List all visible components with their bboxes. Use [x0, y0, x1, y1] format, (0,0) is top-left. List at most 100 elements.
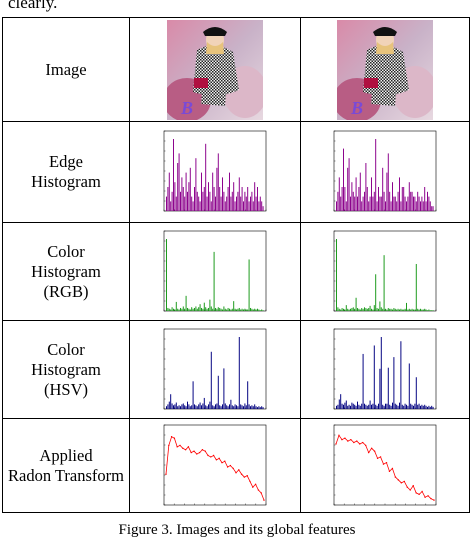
histogram-bar [208, 403, 209, 409]
histogram-bar [231, 308, 233, 311]
histogram-bar [187, 307, 188, 311]
histogram-bar [359, 309, 361, 311]
histogram-bar [210, 305, 212, 311]
histogram-bar [187, 191, 188, 211]
histogram-bar [376, 201, 378, 211]
histogram-bar [389, 404, 391, 409]
histogram-bar [195, 305, 197, 311]
histogram-bar [174, 403, 176, 409]
histogram-bar [400, 308, 402, 311]
histogram-bar [243, 405, 244, 409]
histogram-bar [411, 404, 413, 409]
histogram-bar [261, 405, 263, 409]
histogram-bar [368, 404, 370, 409]
figure-caption: Figure 3. Images and its global features [118, 522, 356, 538]
histogram-bar [189, 167, 191, 211]
radon-point [165, 473, 167, 475]
histogram-bar [178, 404, 180, 409]
histogram-bar [413, 405, 414, 409]
radon-point [224, 460, 226, 462]
histogram-bar [386, 309, 388, 311]
label-line: Color [47, 339, 85, 359]
histogram-bar [382, 167, 384, 211]
histogram-bar [182, 305, 184, 311]
radon-point [362, 441, 364, 443]
radon-point [190, 451, 192, 453]
histogram-bar [173, 404, 174, 409]
histogram-bar [226, 404, 228, 409]
histogram-bar [401, 404, 403, 409]
histogram-bar [376, 307, 378, 311]
radon-point [218, 457, 220, 459]
histogram-bar [189, 308, 191, 311]
histogram-bar [210, 351, 212, 409]
histogram-bar [376, 405, 378, 409]
radon-point [418, 493, 420, 495]
histogram-bar [429, 201, 431, 211]
histogram-bar [175, 196, 177, 211]
histogram-bar [240, 403, 242, 409]
histogram-bar [378, 403, 379, 409]
histogram-bar [365, 163, 367, 211]
histogram-bar [250, 405, 251, 409]
fashion-photo-left: B [167, 19, 263, 120]
histogram-bar [401, 187, 403, 211]
radon-point [421, 490, 423, 492]
histogram-bar [432, 406, 434, 409]
radon-point [207, 454, 209, 456]
histogram-bar [254, 308, 256, 311]
histogram-bar [414, 196, 416, 211]
histogram-bar [344, 187, 346, 211]
radon-point [388, 470, 391, 472]
histogram-bar [420, 308, 421, 311]
histogram-bar [177, 163, 179, 211]
histogram-bar [241, 308, 243, 311]
histogram-bar [254, 403, 256, 409]
histogram-bar [258, 405, 260, 409]
histogram-bar [261, 308, 263, 311]
histogram-bar [229, 172, 230, 211]
histogram-bar [188, 403, 190, 409]
histogram-bar [255, 405, 257, 409]
histogram-bar [199, 402, 201, 409]
histogram-bar [223, 305, 225, 311]
histogram-bar [244, 402, 246, 409]
histogram-bar [223, 367, 225, 409]
histogram-bar [368, 307, 370, 311]
histogram-bar [258, 308, 260, 311]
histogram-bar [431, 405, 433, 409]
label-image: Image [2, 17, 130, 122]
histogram-bar [187, 401, 188, 409]
histogram-bar [209, 299, 211, 311]
radon-point [176, 445, 178, 448]
histogram-bar [233, 182, 235, 211]
plot-frame [163, 424, 267, 505]
radon-point [168, 444, 170, 446]
histogram-bar [415, 376, 417, 409]
histogram-bar [248, 258, 250, 311]
histogram-bar [219, 307, 221, 311]
histogram-bar [191, 196, 193, 211]
histogram-bar [383, 254, 385, 311]
histogram-bar [357, 307, 358, 311]
histogram-bar [248, 403, 250, 409]
radon-point [397, 478, 400, 481]
histogram-bar [244, 191, 246, 211]
histogram-bar [428, 196, 430, 211]
histogram-bar [372, 309, 374, 311]
histogram-bar [188, 182, 190, 211]
label-line: Histogram [31, 261, 101, 281]
histogram-bar [372, 196, 374, 211]
radon-point [196, 452, 198, 455]
histogram-bar [418, 309, 420, 311]
histogram-bar [357, 401, 358, 409]
radon-point [263, 498, 265, 501]
histogram-bar [216, 308, 218, 311]
histogram-bar [403, 309, 405, 311]
histogram-bar [194, 187, 195, 211]
radon-point [238, 468, 240, 471]
histogram-bar [185, 295, 187, 311]
radon-point [240, 473, 243, 475]
histogram-bar [198, 306, 200, 311]
histogram-bar [382, 308, 384, 311]
